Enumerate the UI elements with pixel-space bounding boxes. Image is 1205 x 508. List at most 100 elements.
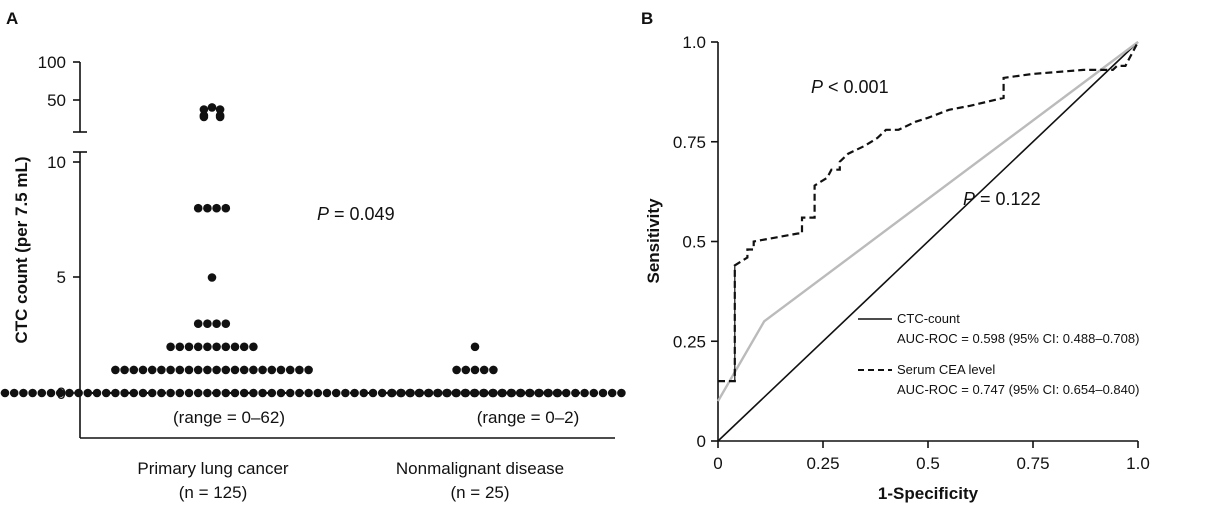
data-point — [92, 388, 102, 398]
data-point — [215, 111, 225, 120]
data-point — [322, 388, 332, 398]
data-point — [175, 342, 185, 352]
data-point — [267, 388, 277, 398]
data-point — [111, 388, 120, 398]
data-point — [147, 365, 157, 375]
data-point — [221, 203, 231, 213]
data-point — [470, 365, 480, 375]
x-category-label: Primary lung cancer — [137, 459, 289, 478]
data-point — [175, 388, 185, 398]
data-point — [193, 319, 203, 329]
data-point — [479, 388, 489, 398]
data-point — [424, 388, 434, 398]
data-point — [295, 388, 304, 398]
data-point — [295, 365, 304, 375]
data-point — [212, 388, 221, 398]
x-tick-label: 0.25 — [806, 454, 839, 473]
data-point — [193, 365, 203, 375]
data-point — [239, 388, 249, 398]
data-point — [221, 319, 231, 329]
x-tick-label: 0 — [713, 454, 722, 473]
y-tick-label: 1.0 — [682, 33, 706, 52]
data-point — [406, 388, 415, 398]
x-tick-label: 0.75 — [1016, 454, 1049, 473]
data-point — [313, 388, 323, 398]
data-point — [129, 388, 139, 398]
data-point — [28, 388, 37, 398]
y-tick-label: 0 — [697, 432, 706, 451]
panel-a-label: A — [6, 9, 18, 28]
series-line-ctc-count — [716, 41, 1139, 402]
data-point — [461, 388, 471, 398]
data-point — [83, 388, 93, 398]
data-point — [239, 365, 249, 375]
data-point — [285, 388, 295, 398]
y-tick-label: 5 — [57, 268, 66, 287]
data-point — [157, 365, 166, 375]
data-point — [212, 342, 221, 352]
data-point — [184, 342, 194, 352]
data-point — [350, 388, 359, 398]
data-point — [65, 388, 74, 398]
x-axis-title: 1-Specificity — [878, 484, 979, 503]
data-point — [377, 388, 387, 398]
data-point — [207, 103, 217, 112]
y-tick-label: 100 — [38, 53, 66, 72]
x-tick-label: 1.0 — [1126, 454, 1150, 473]
data-point — [507, 388, 517, 398]
data-point — [221, 388, 231, 398]
data-point — [55, 388, 65, 398]
data-point — [193, 203, 203, 213]
data-point — [470, 388, 480, 398]
legend: CTC-count AUC-ROC = 0.598 (95% CI: 0.488… — [858, 311, 1139, 397]
data-point — [129, 365, 139, 375]
data-point — [46, 388, 56, 398]
data-point — [359, 388, 369, 398]
data-point — [276, 365, 286, 375]
data-point — [166, 388, 175, 398]
data-point — [120, 365, 129, 375]
data-point — [249, 365, 258, 375]
dot-plot — [0, 103, 626, 398]
y-tick-label: 50 — [47, 91, 66, 110]
data-point — [166, 365, 175, 375]
data-point — [74, 388, 83, 398]
data-point — [479, 365, 489, 375]
data-point — [111, 365, 120, 375]
range-label: (range = 0–2) — [477, 408, 580, 427]
data-point — [304, 365, 313, 375]
panel-a: A 100 50 10 5 0 CTC count (per 7.5 mL) (… — [0, 9, 626, 502]
y-tick-label: 0.75 — [673, 133, 706, 152]
panel-b-label: B — [641, 9, 653, 28]
data-point — [203, 342, 212, 352]
data-point — [249, 388, 258, 398]
y-tick-label: 0.5 — [682, 233, 706, 252]
data-point — [258, 388, 267, 398]
data-point — [203, 388, 212, 398]
data-point — [452, 388, 461, 398]
series-line-serum-cea — [718, 41, 1139, 383]
data-point — [285, 365, 295, 375]
data-point — [203, 319, 212, 329]
data-point — [230, 388, 240, 398]
data-point — [157, 388, 166, 398]
data-point — [544, 388, 553, 398]
data-point — [147, 388, 157, 398]
data-point — [215, 105, 225, 114]
data-point — [230, 365, 240, 375]
data-point — [0, 388, 10, 398]
data-point — [553, 388, 563, 398]
data-point — [101, 388, 111, 398]
data-point — [258, 365, 267, 375]
roc-ticks: 0 0.25 0.5 0.75 1.0 0 0.25 0.5 0.75 1.0 — [673, 33, 1150, 473]
data-point — [203, 365, 212, 375]
data-point — [607, 388, 617, 398]
data-point — [212, 365, 221, 375]
y-tick-label: 0.25 — [673, 332, 706, 351]
data-point — [525, 388, 535, 398]
data-point — [433, 388, 443, 398]
range-label: (range = 0–62) — [173, 408, 285, 427]
data-point — [489, 388, 498, 398]
data-point — [461, 365, 471, 375]
